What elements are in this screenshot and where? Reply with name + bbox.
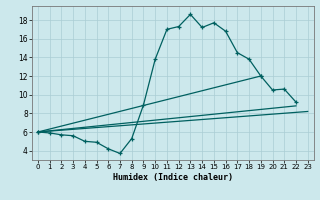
X-axis label: Humidex (Indice chaleur): Humidex (Indice chaleur) <box>113 173 233 182</box>
